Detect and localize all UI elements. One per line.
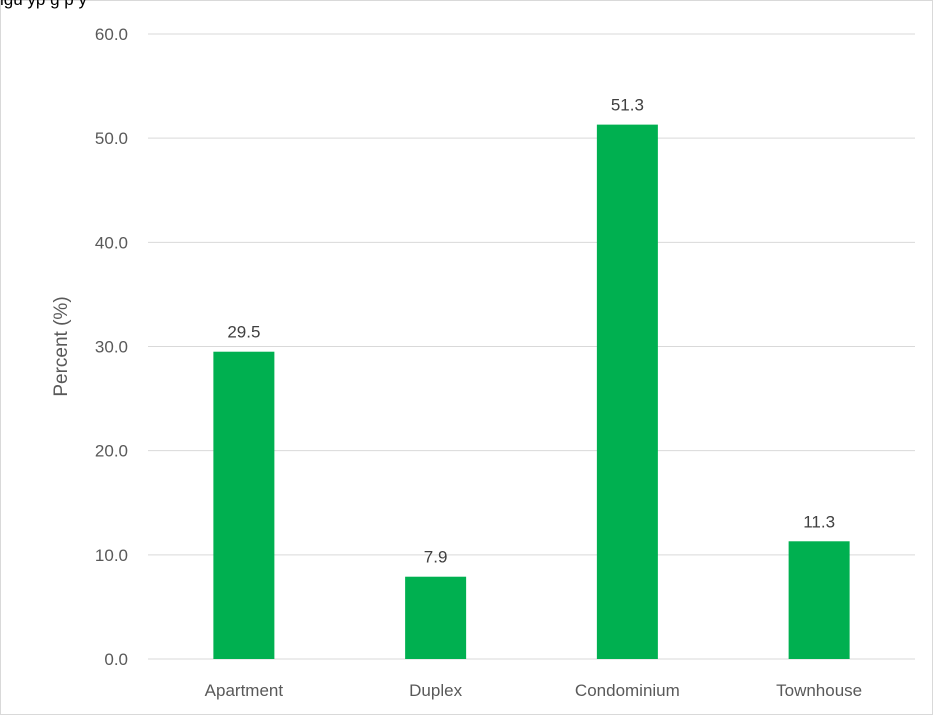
x-tick-label: Condominium <box>575 681 680 700</box>
y-tick-label: 60.0 <box>95 25 128 44</box>
y-tick-label: 30.0 <box>95 338 128 357</box>
y-tick-label: 10.0 <box>95 546 128 565</box>
gridlines <box>148 33 915 660</box>
bar-townhouse <box>788 541 850 659</box>
bar-condominium <box>596 124 658 659</box>
x-tick-label: Duplex <box>409 681 462 700</box>
bars <box>213 124 850 659</box>
bar-apartment <box>213 351 275 659</box>
data-label: 51.3 <box>611 96 644 115</box>
y-tick-label: 50.0 <box>95 129 128 148</box>
y-tick-label: 0.0 <box>104 650 128 669</box>
data-labels: 29.5 7.9 51.3 11.3 <box>227 96 835 567</box>
y-tick-label: 20.0 <box>95 442 128 461</box>
data-label: 11.3 <box>803 512 835 531</box>
x-tick-labels: Apartment Duplex Condominium Townhouse <box>205 681 862 700</box>
x-tick-label: Apartment <box>205 681 284 700</box>
y-tick-labels: 0.0 10.0 20.0 30.0 40.0 50.0 60.0 <box>95 25 128 669</box>
y-axis-title: Percent (%) <box>51 296 72 396</box>
chart-caption: igu yp g p y <box>0 0 87 9</box>
y-tick-label: 40.0 <box>95 233 128 252</box>
data-label: 29.5 <box>227 323 260 342</box>
data-label: 7.9 <box>424 548 448 567</box>
bar-duplex <box>405 576 467 659</box>
x-tick-label: Townhouse <box>776 681 862 700</box>
